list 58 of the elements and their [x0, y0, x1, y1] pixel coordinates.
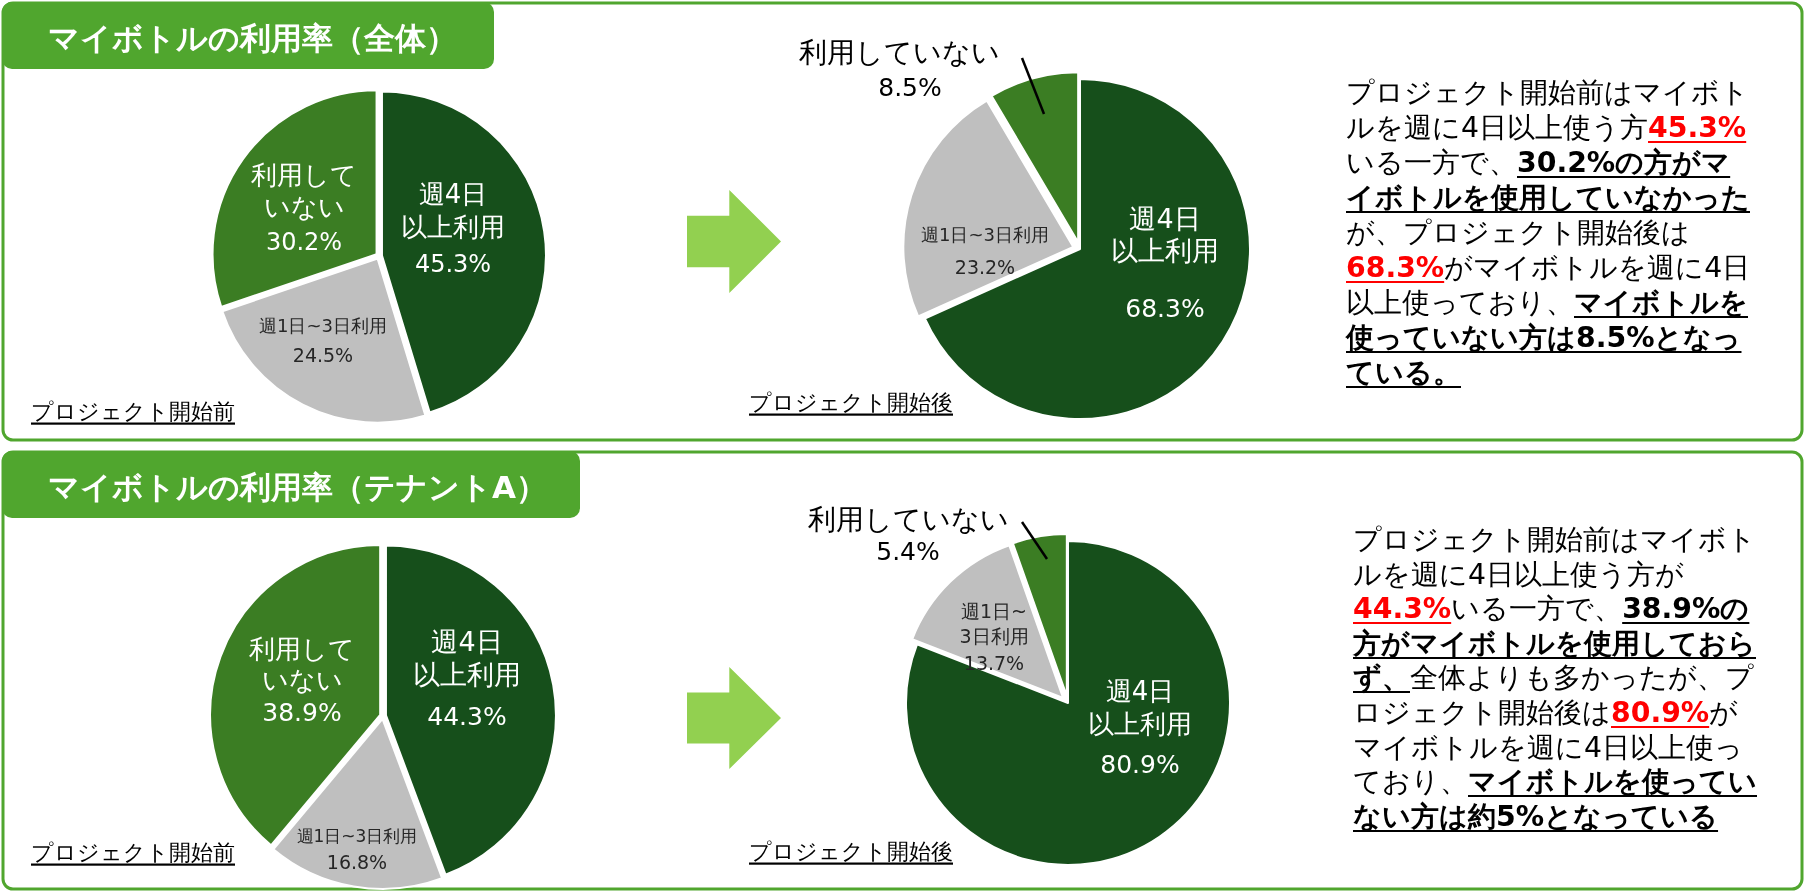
text: ルを週に4日以上使う方 — [1346, 111, 1649, 144]
text: が — [1709, 696, 1739, 729]
text: 38.9%の — [1622, 592, 1750, 626]
text: 68.3% — [1346, 251, 1445, 284]
text: プロジェクト開始前はマイボト — [1353, 523, 1756, 556]
chart-title: マイボトルの利用率（全体） — [48, 19, 457, 56]
text: プロジェクト開始後 — [749, 838, 953, 864]
text: プロジェクト開始前はマイボト — [1346, 76, 1749, 109]
text: 全体よりも多かったが、プ — [1410, 661, 1754, 695]
text: イボトルを使用していなかった — [1346, 181, 1750, 214]
slice-label: 週1日~3日利用 — [959, 600, 1029, 647]
slice-label: 利用していない — [251, 160, 357, 222]
text: ず、 — [1353, 661, 1410, 695]
text: 45.3% — [1648, 111, 1747, 144]
data-label: 23.2% — [954, 256, 1016, 278]
text: が、プロジェクト開始後は — [1346, 216, 1690, 249]
text: ない方は約5%となっている — [1353, 799, 1719, 833]
slice-label: 週4日以上利用 — [413, 625, 521, 690]
slice-label: 利用していない — [798, 35, 1000, 69]
text: ルを週に4日以上使う方が — [1353, 557, 1685, 591]
chart-title: マイボトルの利用率（テナントA） — [48, 468, 547, 505]
text: 30.2%の方がマ — [1517, 146, 1731, 179]
data-label: 24.5% — [292, 344, 354, 366]
slice-label: 週4日以上利用 — [401, 179, 505, 242]
text: プロジェクト開始前 — [31, 839, 235, 865]
text: がマイボトルを週に4日 — [1444, 251, 1751, 284]
data-label: 30.2% — [265, 228, 343, 256]
text: いる一方で、 — [1451, 592, 1623, 626]
text: 方がマイボトルを使用しておら — [1353, 626, 1756, 660]
data-label: 16.8% — [326, 851, 388, 873]
data-label: 13.7% — [963, 652, 1025, 674]
data-label: 68.3% — [1125, 293, 1205, 323]
data-label: 5.4% — [876, 536, 940, 566]
text: 以上使っており、 — [1346, 286, 1574, 319]
text: 使っていない方は8.5%となっ — [1346, 321, 1742, 354]
text: マイボトルを週に4日以上使っ — [1353, 730, 1744, 764]
slice-label: 週1日~3日利用 — [921, 223, 1049, 245]
text: プロジェクト開始前 — [31, 398, 235, 424]
slice-label: 週1日~3日利用 — [296, 826, 418, 846]
text: ており、 — [1353, 765, 1468, 799]
slice-label: 利用していない — [807, 502, 1009, 536]
text: いる一方で、 — [1346, 146, 1517, 179]
slice-label: 週4日以上利用 — [1111, 202, 1219, 266]
text: マイボトルを — [1574, 286, 1748, 319]
data-label: 45.3% — [414, 250, 492, 278]
text: 44.3% — [1353, 592, 1452, 626]
data-label: 80.9% — [1100, 749, 1180, 779]
slice-label: 週1日~3日利用 — [259, 314, 387, 336]
data-label: 44.3% — [427, 701, 507, 731]
slice-label: 利用していない — [249, 634, 355, 695]
data-label: 8.5% — [878, 72, 942, 102]
text: マイボトルを使ってい — [1468, 765, 1757, 799]
slice-label: 週4日以上利用 — [1088, 676, 1192, 739]
text: 80.9% — [1611, 696, 1710, 729]
data-label: 38.9% — [262, 697, 342, 727]
text: ている。 — [1346, 356, 1461, 389]
text: プロジェクト開始後 — [749, 389, 953, 415]
text: ロジェクト開始後は — [1353, 696, 1611, 729]
